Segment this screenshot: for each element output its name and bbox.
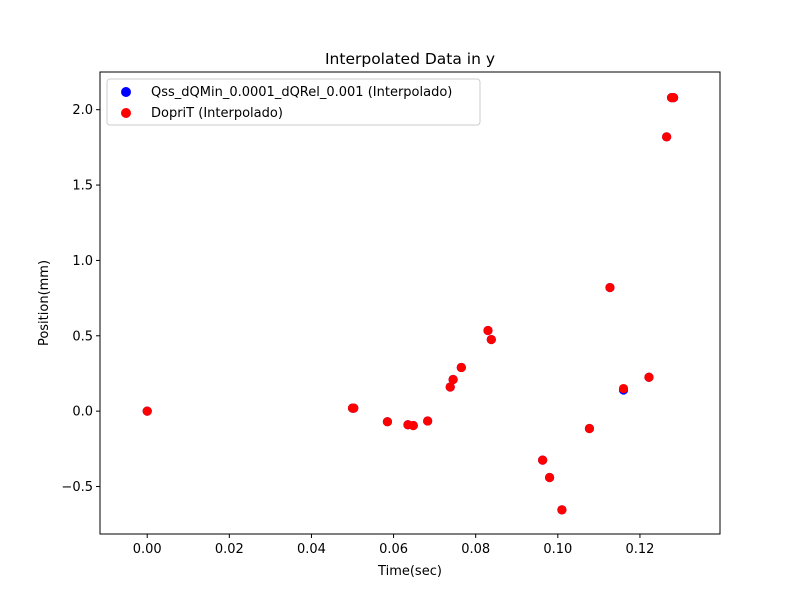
- point-series1-16: [605, 282, 615, 293]
- y-tick-label: 2.0: [72, 103, 93, 118]
- plot-area: [100, 72, 720, 534]
- point-series1-8: [448, 374, 458, 385]
- point-series1-10: [483, 325, 493, 336]
- x-tick-label: 0.08: [461, 542, 490, 557]
- legend-label-dopri: DopriT (Interpolado): [151, 106, 283, 121]
- plot-frame: [99, 71, 721, 535]
- x-tick-label: 0.04: [297, 542, 326, 557]
- point-series1-18: [644, 372, 654, 382]
- point-series1-13: [545, 472, 555, 483]
- x-axis-label: Time(sec): [377, 564, 442, 579]
- x-tick-label: 0.12: [625, 542, 654, 557]
- point-series1-12: [538, 455, 548, 465]
- point-series1-19: [662, 132, 672, 142]
- chart-title: Interpolated Data in y: [325, 50, 495, 68]
- y-axis-label: Position(mm): [37, 260, 52, 346]
- y-tick-label: 1.0: [72, 254, 93, 269]
- x-tick-label: 0.00: [133, 542, 162, 557]
- point-series1-21: [669, 93, 679, 103]
- y-tick-label: 1.5: [72, 179, 93, 194]
- y-tick-label: −0.5: [61, 480, 93, 495]
- point-series1-6: [423, 416, 433, 426]
- y-tick-label: 0.5: [72, 329, 93, 344]
- data-points: [142, 93, 679, 515]
- legend-label-qss: Qss_dQMin_0.0001_dQRel_0.001 (Interpolad…: [151, 85, 452, 100]
- legend: Qss_dQMin_0.0001_dQRel_0.001 (Interpolad…: [106, 78, 481, 126]
- x-tick-label: 0.02: [215, 542, 244, 557]
- x-axis-ticks: 0.00 0.02 0.04 0.06 0.08 0.10 0.12: [133, 534, 654, 557]
- legend-box: [106, 78, 481, 126]
- point-series1-15: [584, 423, 595, 434]
- x-tick-label: 0.06: [379, 542, 408, 557]
- y-axis-ticks: −0.5 0.0 0.5 1.0 1.5 2.0: [61, 103, 100, 495]
- point-series1-5: [408, 420, 418, 431]
- point-series1-9: [456, 362, 466, 373]
- point-series1-17: [618, 383, 629, 394]
- point-series1-7: [445, 382, 455, 392]
- point-series1-11: [486, 334, 496, 345]
- point-series1-2: [349, 403, 359, 413]
- legend-marker-qss: [121, 87, 131, 97]
- x-tick-label: 0.10: [543, 542, 572, 557]
- legend-marker-dopri: [121, 108, 131, 118]
- point-series1-14: [557, 505, 567, 515]
- point-series1-0: [142, 406, 152, 416]
- y-tick-label: 0.0: [72, 405, 93, 420]
- point-series1-3: [382, 417, 393, 427]
